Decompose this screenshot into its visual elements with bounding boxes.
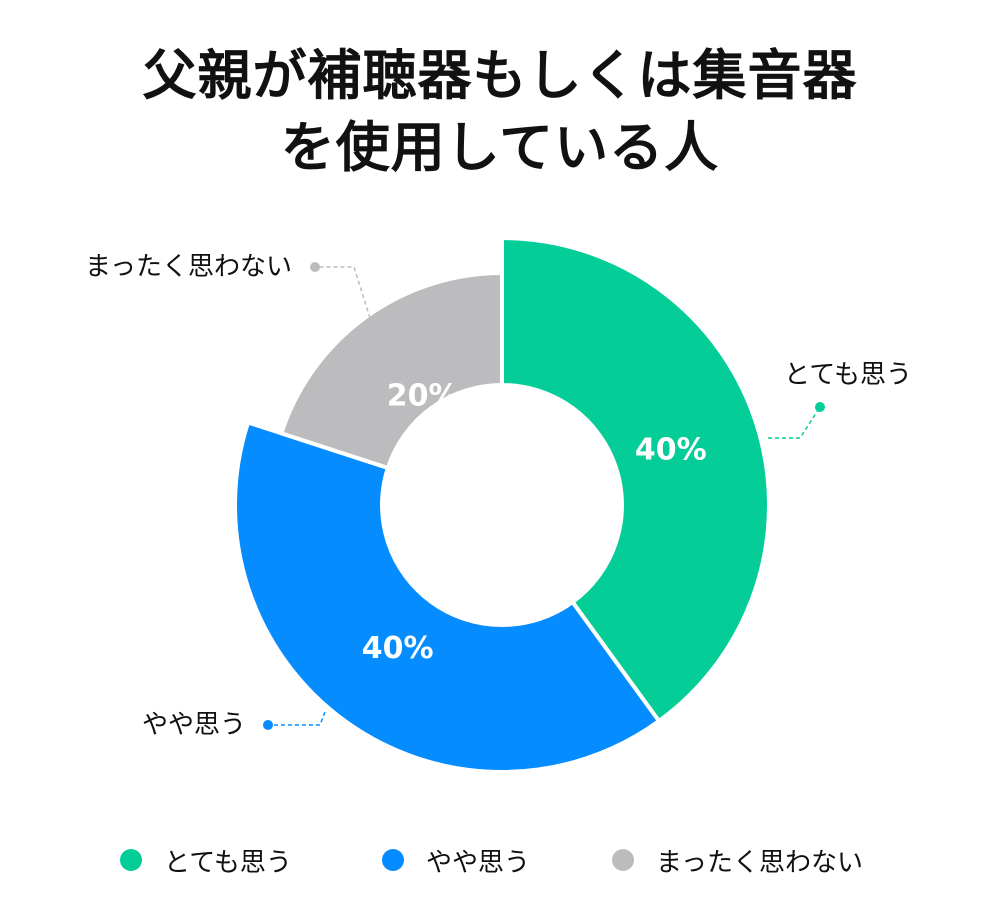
legend-label-totemo: とても思う bbox=[164, 847, 292, 878]
callout-dot-yaya bbox=[263, 720, 273, 730]
callout-label-mattaku: まったく思わない bbox=[85, 252, 292, 282]
chart-legend: とても思う やや思う まったく思わない bbox=[0, 838, 1000, 882]
value-label-yaya: 40% bbox=[362, 631, 434, 666]
legend-item-yaya: やや思う bbox=[382, 838, 530, 882]
legend-marker-yaya bbox=[382, 849, 404, 871]
slice-yaya bbox=[233, 420, 661, 774]
legend-label-mattaku: まったく思わない bbox=[656, 847, 863, 878]
chart-title: 父親が補聴器もしくは集音器 を使用している人 bbox=[0, 40, 1000, 184]
chart-title-line-2: を使用している人 bbox=[280, 116, 720, 179]
legend-marker-mattaku bbox=[612, 849, 634, 871]
chart-title-line-1: 父親が補聴器もしくは集音器 bbox=[142, 44, 858, 107]
slice-totemo bbox=[500, 236, 771, 724]
callout-dot-mattaku bbox=[310, 262, 320, 272]
value-label-mattaku: 20% bbox=[387, 378, 459, 413]
value-label-totemo: 40% bbox=[635, 433, 707, 468]
callout-line-mattaku bbox=[315, 266, 371, 319]
callout-line-yaya bbox=[268, 711, 326, 726]
callout-label-totemo: とても思う bbox=[784, 360, 912, 390]
callout-dot-totemo bbox=[815, 402, 825, 412]
callout-label-yaya: やや思う bbox=[142, 710, 246, 740]
legend-marker-totemo bbox=[120, 849, 142, 871]
legend-item-totemo: とても思う bbox=[120, 838, 292, 882]
legend-label-yaya: やや思う bbox=[426, 847, 531, 878]
callout-line-totemo bbox=[768, 406, 821, 439]
legend-item-mattaku: まったく思わない bbox=[612, 838, 863, 882]
slice-mattaku bbox=[279, 271, 504, 470]
